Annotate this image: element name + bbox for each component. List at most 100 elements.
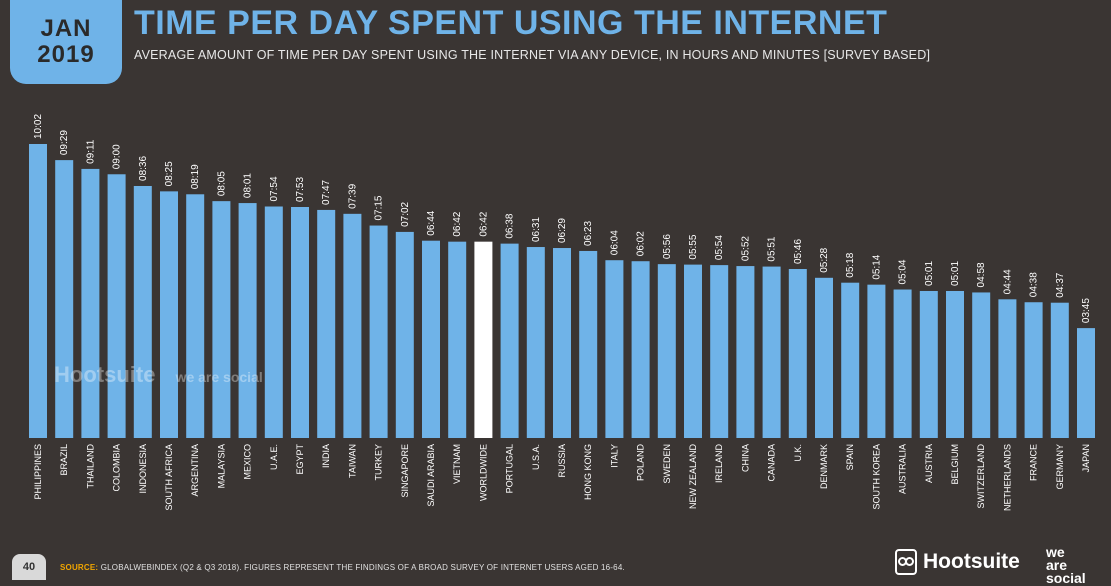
category-label-sweden: SWEDEN	[662, 444, 672, 484]
value-label-south-korea: 05:14	[871, 254, 882, 279]
value-label-philippines: 10:02	[33, 114, 44, 139]
source-text: GLOBALWEBINDEX (Q2 & Q3 2018). FIGURES R…	[100, 563, 625, 572]
category-label-colombia: COLOMBIA	[112, 444, 122, 492]
category-label-u-s-a: U.S.A.	[531, 444, 541, 470]
value-label-australia: 05:04	[898, 259, 909, 284]
value-label-colombia: 09:00	[112, 144, 123, 169]
bar-portugal	[500, 243, 519, 438]
value-label-taiwan: 07:39	[347, 183, 358, 208]
category-label-ireland: IRELAND	[714, 444, 724, 484]
bar-switzerland	[972, 292, 991, 438]
category-label-switzerland: SWITZERLAND	[976, 444, 986, 509]
category-label-japan: JAPAN	[1081, 444, 1091, 472]
value-label-poland: 06:02	[636, 231, 647, 256]
value-label-malaysia: 08:05	[216, 171, 227, 196]
bar-thailand	[81, 168, 100, 438]
category-label-turkey: TURKEY	[374, 444, 384, 481]
bar-vietnam	[448, 241, 467, 438]
category-label-germany: GERMANY	[1055, 444, 1065, 490]
category-label-india: INDIA	[321, 444, 331, 468]
category-label-worldwide: WORLDWIDE	[478, 444, 488, 501]
category-label-russia: RUSSIA	[557, 444, 567, 478]
bar-hong-kong	[579, 250, 598, 438]
category-label-china: CHINA	[740, 444, 750, 472]
value-label-france: 04:38	[1029, 272, 1040, 297]
value-label-thailand: 09:11	[85, 139, 96, 164]
page-subtitle: AVERAGE AMOUNT OF TIME PER DAY SPENT USI…	[134, 48, 931, 62]
page-number: 40	[12, 554, 46, 580]
bar-new-zealand	[684, 264, 702, 438]
value-label-saudi-arabia: 06:44	[426, 210, 437, 235]
category-label-indonesia: INDONESIA	[138, 444, 148, 494]
value-label-sweden: 05:56	[662, 234, 673, 259]
hootsuite-logo: Hootsuite	[895, 549, 1020, 575]
bar-singapore	[395, 231, 414, 438]
category-label-egypt: EGYPT	[295, 444, 305, 475]
category-label-denmark: DENMARK	[819, 444, 829, 489]
bar-canada	[762, 266, 781, 438]
value-label-egypt: 07:53	[295, 177, 306, 202]
category-label-vietnam: VIETNAM	[452, 444, 462, 484]
bar-turkey	[369, 225, 388, 438]
bar-sweden	[657, 264, 676, 438]
watermark-we-are-social: we are social	[175, 369, 263, 385]
bar-austria	[919, 290, 938, 438]
value-label-denmark: 05:28	[819, 247, 830, 272]
category-label-belgium: BELGIUM	[950, 444, 960, 485]
source-note: SOURCE: GLOBALWEBINDEX (Q2 & Q3 2018). F…	[60, 563, 625, 572]
value-label-u-s-a: 06:31	[531, 217, 542, 242]
bar-poland	[631, 261, 650, 438]
value-label-u-a-e: 07:54	[269, 176, 280, 201]
date-month: JAN	[40, 15, 92, 42]
category-label-malaysia: MALAYSIA	[216, 444, 226, 488]
bar-brazil	[55, 160, 74, 438]
category-label-philippines: PHILIPPINES	[33, 444, 43, 500]
bar-australia	[893, 289, 912, 438]
hootsuite-wordmark: Hootsuite	[923, 550, 1020, 573]
category-label-saudi-arabia: SAUDI ARABIA	[426, 444, 436, 507]
bar-philippines	[29, 144, 47, 438]
category-label-u-k: U.K.	[793, 444, 803, 462]
bar-mexico	[238, 203, 257, 438]
we-are-social-line-3: social	[1046, 570, 1086, 586]
value-label-vietnam: 06:42	[452, 211, 463, 236]
bar-u-s-a	[526, 247, 545, 438]
category-label-italy: ITALY	[609, 444, 619, 468]
value-label-japan: 03:45	[1081, 298, 1092, 323]
we-are-social-line-2: are	[1046, 557, 1068, 573]
bar-india	[317, 209, 336, 438]
bar-belgium	[946, 290, 964, 438]
bar-malaysia	[212, 201, 231, 438]
category-label-spain: SPAIN	[845, 444, 855, 470]
bar-china	[736, 266, 755, 438]
value-label-canada: 05:51	[767, 236, 778, 261]
bar-netherlands	[998, 299, 1017, 438]
category-label-new-zealand: NEW ZEALAND	[688, 444, 698, 510]
category-label-argentina: ARGENTINA	[190, 444, 200, 497]
category-label-hong-kong: HONG KONG	[583, 444, 593, 500]
value-label-indonesia: 08:36	[138, 156, 149, 181]
bar-u-k	[788, 269, 807, 438]
watermark: Hootsuite we are social	[54, 362, 263, 388]
value-label-ireland: 05:54	[714, 235, 725, 260]
value-label-austria: 05:01	[924, 261, 935, 286]
category-label-portugal: PORTUGAL	[505, 444, 515, 493]
we-are-social-logo: we are social	[1046, 544, 1086, 586]
owl-icon	[895, 549, 917, 575]
bar-argentina	[186, 194, 205, 438]
category-label-france: FRANCE	[1029, 444, 1039, 481]
value-label-singapore: 07:02	[400, 201, 411, 226]
category-label-australia: AUSTRALIA	[898, 444, 908, 494]
bar-france	[1024, 302, 1043, 438]
category-label-brazil: BRAZIL	[59, 444, 69, 476]
value-label-mexico: 08:01	[243, 173, 254, 198]
watermark-hootsuite: Hootsuite	[54, 362, 156, 387]
bar-egypt	[291, 207, 309, 438]
page-title: TIME PER DAY SPENT USING THE INTERNET	[134, 4, 888, 42]
bar-u-a-e	[264, 206, 283, 438]
value-label-hong-kong: 06:23	[583, 220, 594, 245]
we-are-social-line-1: we	[1046, 544, 1065, 560]
value-label-italy: 06:04	[609, 230, 620, 255]
value-label-portugal: 06:38	[505, 213, 516, 238]
